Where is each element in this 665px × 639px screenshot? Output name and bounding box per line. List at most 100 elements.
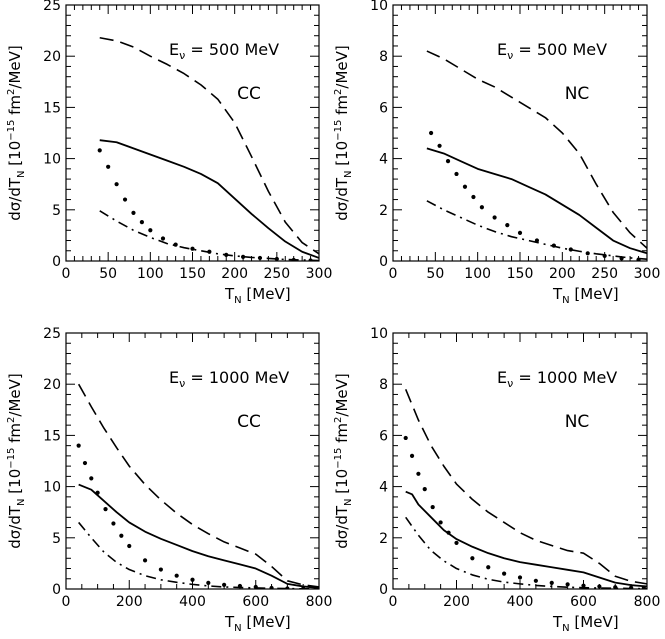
data-point-dotted <box>597 584 602 589</box>
channel-annotation: NC <box>565 412 590 432</box>
y-tick-label: 20 <box>43 49 61 65</box>
x-axis-label-unit: [MeV] <box>570 613 619 631</box>
y-tick-label: 8 <box>379 49 388 65</box>
y-axis-label-symbol: dσ/dT <box>333 177 351 221</box>
data-point-dotted <box>403 435 408 441</box>
plot-area <box>403 389 647 589</box>
y-axis-label-exponent: −15 <box>6 448 17 469</box>
data-point-dotted <box>454 540 459 546</box>
x-tick-label: 100 <box>464 266 491 282</box>
data-point-dotted <box>533 578 538 583</box>
data-point-dotted <box>470 556 475 561</box>
series-line-dashed <box>404 389 647 585</box>
energy-annotation: Eν = 1000 MeV <box>169 368 289 390</box>
series-line-dashed <box>99 36 319 255</box>
x-axis-label-unit: [MeV] <box>242 285 291 303</box>
y-axis-label: dσ/dTN [10−15 fm2/MeV] <box>6 373 27 548</box>
x-tick-label: 400 <box>507 594 534 610</box>
data-point-dotted <box>409 453 415 458</box>
series-line-solid <box>99 139 319 259</box>
y-tick-label: 25 <box>43 326 61 342</box>
series-line-solid <box>78 483 319 589</box>
data-point-dotted <box>206 580 211 585</box>
data-point-dotted <box>139 219 144 225</box>
data-point-dotted <box>517 575 523 580</box>
x-tick-label: 0 <box>62 594 71 610</box>
y-tick-label: 10 <box>370 326 388 342</box>
x-axis-label-subscript: N <box>562 623 569 634</box>
x-axis-label-subscript: N <box>562 295 569 306</box>
y-tick-label: 10 <box>370 0 388 14</box>
y-tick-label: 10 <box>43 152 61 168</box>
channel-annotation: CC <box>237 84 261 104</box>
y-axis-label-bracket: [10 <box>6 469 24 499</box>
data-point-dotted <box>158 567 163 572</box>
data-point-dotted <box>131 210 136 215</box>
y-tick-label: 25 <box>43 0 61 14</box>
y-axis-label-subscript: N <box>16 170 27 177</box>
energy-subscript: ν <box>507 49 513 62</box>
x-axis-label-subscript: N <box>234 623 241 634</box>
data-point-dotted <box>430 504 435 510</box>
y-tick-label: 5 <box>52 531 61 547</box>
data-point-dotted <box>602 253 607 258</box>
energy-annotation: Eν = 500 MeV <box>169 40 279 62</box>
y-tick-label: 15 <box>43 100 61 116</box>
data-point-dotted <box>95 490 100 495</box>
x-tick-label: 250 <box>263 266 290 282</box>
series-line-solid <box>426 147 647 255</box>
y-tick-label: 0 <box>52 582 61 598</box>
y-axis-label-unit: fm <box>333 95 351 120</box>
x-tick-label: 150 <box>507 266 534 282</box>
series-line-dash-dot <box>426 200 647 261</box>
data-point-dotted <box>82 460 88 466</box>
y-axis-label-end: /MeV] <box>333 373 351 416</box>
y-axis-label-subscript: N <box>343 170 354 177</box>
x-tick-label: 0 <box>389 594 398 610</box>
x-tick-label: 50 <box>426 266 444 282</box>
data-point-dotted <box>437 143 442 148</box>
data-point-dotted <box>274 256 279 261</box>
x-axis-label: TN [MeV] <box>224 613 291 634</box>
y-axis-label-end: /MeV] <box>6 45 24 88</box>
y-axis-label-end: /MeV] <box>6 373 24 416</box>
y-axis-label-exponent: −15 <box>333 120 344 141</box>
data-point-dotted <box>446 530 451 535</box>
y-axis-label-symbol: dσ/dT <box>6 505 24 549</box>
x-tick-label: 0 <box>389 266 398 282</box>
y-axis-label-bracket: [10 <box>333 141 351 171</box>
data-point-dotted <box>565 582 570 587</box>
y-axis-label-unit-exponent: 2 <box>6 89 17 95</box>
channel-annotation: NC <box>565 84 590 104</box>
y-tick-label: 2 <box>379 531 388 547</box>
data-point-dotted <box>241 254 246 260</box>
data-point-dotted <box>190 577 195 582</box>
y-axis-label-bracket: [10 <box>6 141 24 171</box>
y-tick-label: 5 <box>52 203 61 219</box>
x-axis-label-unit: [MeV] <box>242 613 291 631</box>
x-axis-label-symbol: T <box>224 613 235 631</box>
energy-symbol: E <box>169 40 179 59</box>
y-axis-label-symbol: dσ/dT <box>6 177 24 221</box>
data-point-dotted <box>479 205 484 210</box>
data-point-dotted <box>106 164 111 169</box>
x-tick-label: 200 <box>116 594 143 610</box>
series-line-dash-dot <box>405 516 647 589</box>
y-axis-label-unit-exponent: 2 <box>333 417 344 423</box>
data-point-dotted <box>222 582 227 588</box>
energy-value: = 1000 MeV <box>185 368 289 387</box>
data-point-dotted <box>111 521 116 526</box>
x-tick-label: 200 <box>443 594 470 610</box>
series-dotted <box>403 435 646 589</box>
y-axis-label-end: /MeV] <box>333 45 351 88</box>
data-point-dotted <box>127 543 132 549</box>
y-tick-label: 2 <box>379 203 388 219</box>
data-point-dotted <box>462 184 468 189</box>
data-point-dotted <box>103 507 108 512</box>
y-axis-label-unit-exponent: 2 <box>333 89 344 95</box>
x-tick-label: 150 <box>179 266 206 282</box>
data-point-dotted <box>445 159 451 164</box>
x-tick-label: 100 <box>137 266 164 282</box>
